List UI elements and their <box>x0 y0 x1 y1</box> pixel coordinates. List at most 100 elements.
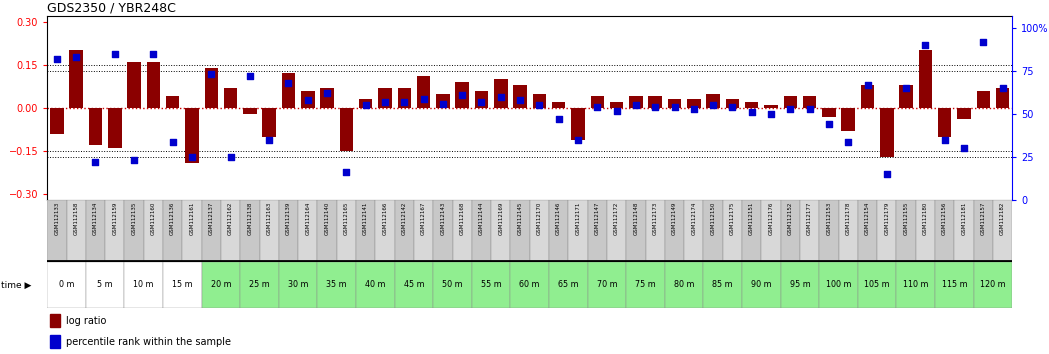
Text: 110 m: 110 m <box>903 280 928 290</box>
Bar <box>166 96 179 108</box>
Bar <box>629 96 643 108</box>
Text: percentile rank within the sample: percentile rank within the sample <box>65 337 231 347</box>
Point <box>724 104 741 110</box>
Point <box>666 104 683 110</box>
Bar <box>973 200 993 261</box>
Bar <box>626 262 665 308</box>
Bar <box>259 200 279 261</box>
Bar <box>858 200 877 261</box>
Text: 70 m: 70 m <box>597 280 617 290</box>
Point <box>878 171 895 177</box>
Bar <box>742 200 762 261</box>
Bar <box>320 88 334 108</box>
Point <box>763 111 779 117</box>
Text: 95 m: 95 m <box>790 280 810 290</box>
Bar <box>877 200 897 261</box>
Bar <box>359 99 372 108</box>
Text: GSM112163: GSM112163 <box>266 202 272 235</box>
Bar <box>108 108 122 148</box>
Bar <box>433 262 472 308</box>
Text: GSM112160: GSM112160 <box>151 202 156 235</box>
Text: GSM112162: GSM112162 <box>228 202 233 235</box>
Bar <box>49 314 60 327</box>
Point <box>68 55 85 60</box>
Bar <box>645 200 665 261</box>
Text: 105 m: 105 m <box>864 280 890 290</box>
Text: 50 m: 50 m <box>443 280 463 290</box>
Bar <box>394 262 433 308</box>
Text: 10 m: 10 m <box>133 280 154 290</box>
Point <box>570 137 586 143</box>
Bar <box>240 262 279 308</box>
Point <box>492 94 509 99</box>
Text: GSM112140: GSM112140 <box>324 202 329 235</box>
Bar <box>318 200 337 261</box>
Bar <box>684 200 704 261</box>
Text: 45 m: 45 m <box>404 280 424 290</box>
Bar <box>993 200 1012 261</box>
Bar <box>494 79 508 108</box>
Text: GSM112139: GSM112139 <box>286 202 291 235</box>
Bar <box>549 262 587 308</box>
Text: GSM112157: GSM112157 <box>981 202 986 235</box>
Bar <box>841 108 855 131</box>
Point <box>126 158 143 163</box>
Bar <box>609 102 623 108</box>
Point <box>685 106 702 112</box>
Bar <box>163 200 183 261</box>
Bar <box>379 88 391 108</box>
Text: GSM112152: GSM112152 <box>788 202 793 235</box>
Text: 90 m: 90 m <box>751 280 772 290</box>
Bar <box>511 262 549 308</box>
Bar <box>780 200 800 261</box>
Bar <box>838 200 858 261</box>
Bar <box>977 91 990 108</box>
Text: 5 m: 5 m <box>98 280 113 290</box>
Bar <box>511 200 530 261</box>
Text: GSM112154: GSM112154 <box>865 202 870 235</box>
Text: GSM112168: GSM112168 <box>459 202 465 235</box>
Text: GSM112172: GSM112172 <box>614 202 619 235</box>
Point <box>608 108 625 113</box>
Bar <box>89 108 102 145</box>
Bar <box>183 200 201 261</box>
Bar <box>958 108 970 119</box>
Text: 75 m: 75 m <box>636 280 656 290</box>
Text: 65 m: 65 m <box>558 280 579 290</box>
Bar <box>665 200 684 261</box>
Text: 115 m: 115 m <box>942 280 967 290</box>
Point <box>801 106 818 112</box>
Bar <box>491 200 511 261</box>
Bar <box>86 262 125 308</box>
Text: 25 m: 25 m <box>250 280 270 290</box>
Bar <box>591 96 604 108</box>
Text: GSM112180: GSM112180 <box>923 202 928 235</box>
Bar <box>221 200 240 261</box>
Text: GSM112151: GSM112151 <box>749 202 754 235</box>
Point <box>647 104 664 110</box>
Point <box>222 154 239 160</box>
Bar <box>802 96 816 108</box>
Bar <box>66 200 86 261</box>
Bar <box>996 88 1009 108</box>
Bar <box>394 200 414 261</box>
Point <box>395 99 412 105</box>
Bar <box>337 200 356 261</box>
Text: 20 m: 20 m <box>211 280 231 290</box>
Bar <box>935 262 973 308</box>
Point <box>859 82 876 87</box>
Bar <box>780 262 819 308</box>
Point <box>377 99 393 105</box>
Bar <box>144 200 163 261</box>
Text: GSM112158: GSM112158 <box>73 202 79 235</box>
Bar <box>452 200 472 261</box>
Text: 35 m: 35 m <box>326 280 347 290</box>
Text: GSM112133: GSM112133 <box>55 202 60 235</box>
Text: GSM112136: GSM112136 <box>170 202 175 235</box>
Point <box>551 116 568 122</box>
Bar <box>125 200 144 261</box>
Text: 55 m: 55 m <box>480 280 501 290</box>
Point <box>165 139 181 144</box>
Bar <box>572 108 584 139</box>
Bar <box>205 68 218 108</box>
